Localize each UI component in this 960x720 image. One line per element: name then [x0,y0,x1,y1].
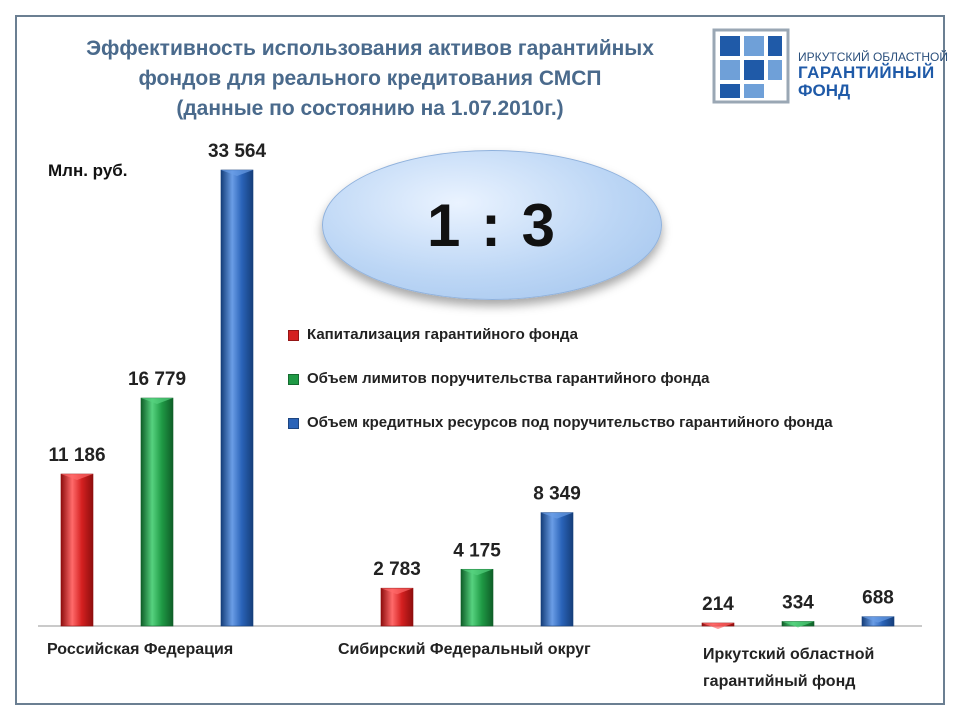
y-axis-unit-label: Млн. руб. [48,161,128,180]
logo-line-2: ГАРАНТИЙНЫЙ [798,63,935,82]
logo-line-1: ИРКУТСКИЙ ОБЛАСТНОЙ [798,50,948,64]
ratio-ellipse: 1 : 3 [322,150,662,300]
legend-item-limits: Объем лимитов поручительства гарантийног… [288,370,833,414]
legend-label: Объем лимитов поручительства гарантийног… [307,370,710,387]
title-line-3: (данные по состоянию на 1.07.2010г.) [176,97,564,120]
chart-title: Эффективность использования активов гара… [40,34,700,124]
legend: Капитализация гарантийного фонда Объем л… [288,326,833,458]
category-label-sfo: Сибирский Федеральный округ [338,641,591,658]
fund-logo: ИРКУТСКИЙ ОБЛАСТНОЙ ГАРАНТИЙНЫЙ ФОНД [712,28,948,106]
logo-text: ИРКУТСКИЙ ОБЛАСТНОЙ ГАРАНТИЙНЫЙ ФОНД [798,50,948,100]
logo-line-3: ФОНД [798,81,851,100]
legend-label: Объем кредитных ресурсов под поручительс… [307,414,833,431]
title-line-2: фондов для реального кредитования СМСП [138,67,602,90]
logo-mark-icon [712,28,790,104]
legend-item-capitalization: Капитализация гарантийного фонда [288,326,833,370]
category-label-irkutsk: Иркутский областной гарантийный фонд [703,646,875,690]
legend-swatch-blue [288,418,299,429]
legend-swatch-green [288,374,299,385]
category-label-rf: Российская Федерация [47,641,234,658]
legend-item-credit: Объем кредитных ресурсов под поручительс… [288,414,833,458]
legend-swatch-red [288,330,299,341]
title-line-1: Эффективность использования активов гара… [86,37,654,60]
ratio-text: 1 : 3 [426,191,558,259]
legend-label: Капитализация гарантийного фонда [307,326,578,343]
